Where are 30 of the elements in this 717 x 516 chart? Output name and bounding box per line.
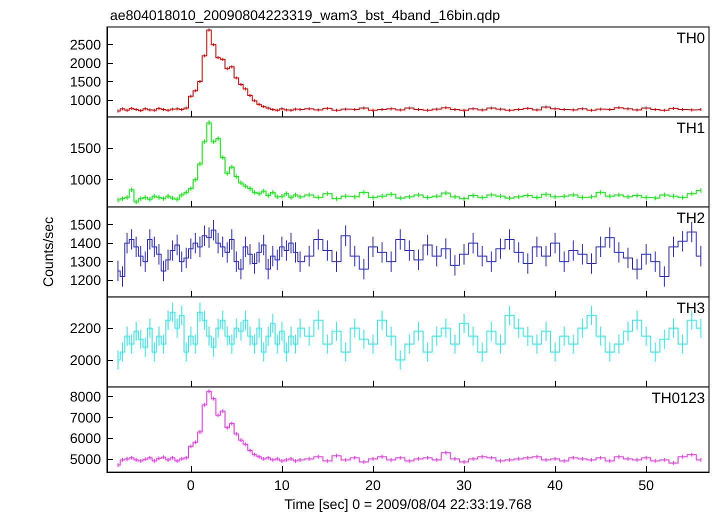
x-axis-title: Time [sec] 0 = 2009/08/04 22:33:19.768 [284,496,532,512]
x-tick-label: 30 [456,476,472,493]
y-tick-label: 1200 [70,272,102,288]
y-tick-label: 8000 [70,388,102,404]
y-tick-label: 1000 [70,92,102,108]
y-tick-label: 5000 [70,450,102,466]
y-tick-label: 1500 [70,216,102,232]
y-tick-label: 1400 [70,234,102,251]
text: TH0 [676,30,706,47]
y-tick-label: 1300 [70,253,102,270]
y-tick-label: 1500 [70,74,102,90]
y-tick-label: 2500 [70,36,102,53]
x-tick-label: 10 [274,476,290,493]
chart-title: ae804018010_20090804223319_wam3_bst_4band_16bin.qdp [110,7,500,23]
y-tick-label: 2000 [70,55,102,72]
x-tick-label: 20 [365,476,381,493]
y-tick-label: 1000 [70,172,102,188]
text: TH1 [676,120,706,137]
y-axis-title: Counts/sec [40,216,56,287]
y-tick-label: 7000 [70,408,102,425]
text: TH0123 [652,390,706,407]
x-tick-label: 0 [186,476,195,493]
x-tick-label: 50 [638,476,654,493]
y-tick-label: 1500 [70,140,102,156]
series-label: TH3 [676,300,706,317]
series-label: TH2 [676,210,706,227]
y-tick-label: 6000 [70,430,102,446]
y-tick-label: 2000 [70,352,102,368]
x-tick-label: 40 [547,476,564,493]
y-tick-label: 2200 [70,320,102,336]
